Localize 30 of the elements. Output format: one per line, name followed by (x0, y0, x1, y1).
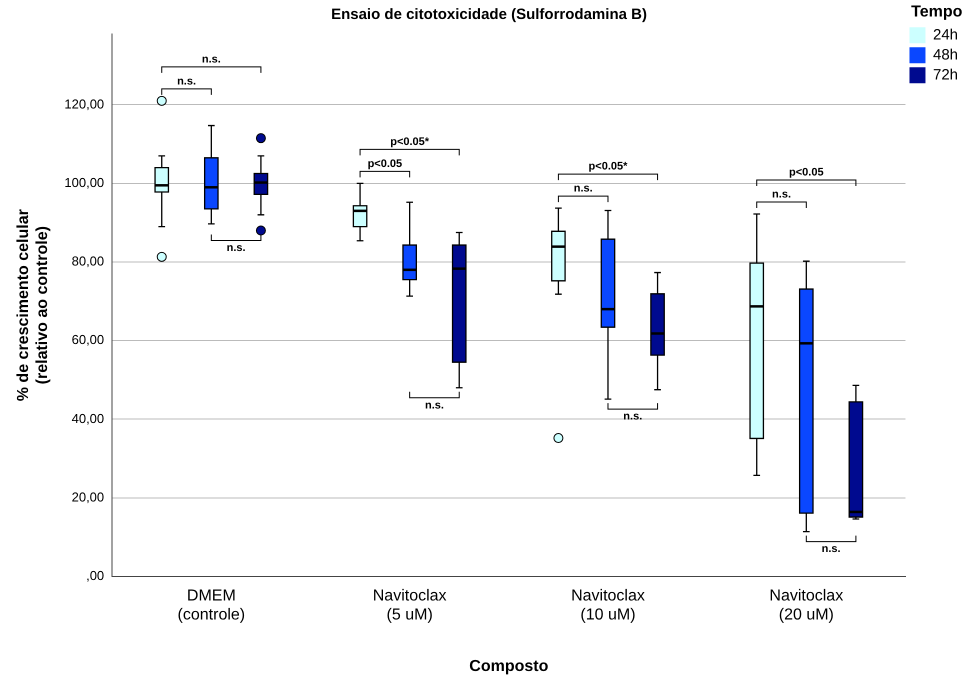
legend-title: Tempo (911, 3, 963, 20)
y-axis-title: % de crescimento celular (relativo ao controle) (15, 209, 52, 402)
annotation: n.s. (202, 53, 221, 66)
annotation: n.s. (424, 399, 444, 412)
annotation: n.s. (226, 242, 246, 254)
annotation: n.s. (822, 543, 841, 556)
chart-title: Ensaio de citotoxicidade (Sulforrodamina B) (331, 6, 647, 24)
annotation: p<0.05 (368, 158, 402, 170)
x-tick-label: DMEM (controle) (178, 587, 246, 624)
legend-label: 72h (932, 66, 958, 84)
x-tick-label: Navitoclax (5 uM) (372, 587, 447, 624)
y-tick-label: 60,00 (72, 332, 104, 348)
annotation: n.s. (574, 182, 593, 195)
y-tick-label: 120,00 (64, 96, 104, 112)
y-tick-label: ,00 (86, 568, 104, 583)
annotation: p<0.05* (588, 160, 628, 173)
annotation: n.s. (177, 75, 196, 88)
x-axis-title: Composto (469, 658, 549, 675)
annotation: n.s. (772, 188, 791, 201)
y-tick-label: 20,00 (72, 489, 104, 504)
y-tick-label: 80,00 (72, 254, 104, 269)
y-tick-label: 100,00 (64, 174, 104, 190)
annotation: p<0.05* (390, 136, 430, 148)
legend-label: 24h (932, 26, 958, 44)
annotation: p<0.05 (789, 166, 824, 179)
x-tick-label: Navitoclax (20 uM) (769, 587, 844, 624)
legend-label: 48h (932, 46, 958, 64)
annotation: n.s. (623, 410, 642, 423)
x-tick-label: Navitoclax (10 uM) (571, 587, 645, 624)
y-tick-label: 40,00 (72, 410, 104, 426)
